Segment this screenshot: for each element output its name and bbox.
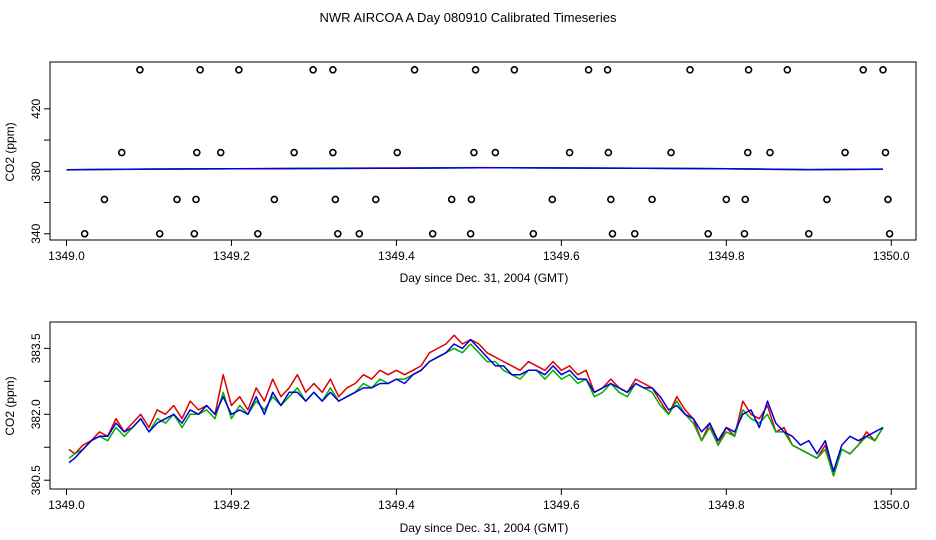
data-point (881, 148, 890, 157)
data-point (548, 195, 557, 204)
data-point (648, 195, 656, 204)
data-point (410, 66, 419, 74)
x-tick-label: 1349.2 (213, 498, 250, 512)
data-point (608, 229, 617, 238)
x-tick-label: 1349.6 (543, 498, 580, 512)
data-point (783, 66, 792, 74)
data-point (741, 195, 750, 204)
x-tick-label: 1349.0 (48, 249, 85, 263)
data-point (393, 148, 402, 157)
data-point (743, 148, 752, 157)
y-tick-label: 382.0 (29, 399, 43, 429)
x-tick-label: 1349.6 (543, 249, 580, 263)
top-y-axis-label: CO2 (ppm) (3, 122, 17, 181)
data-point (740, 229, 749, 238)
y-tick-label: 420 (29, 99, 43, 119)
x-tick-label: 1350.0 (873, 498, 910, 512)
x-tick-label: 1349.4 (378, 249, 415, 263)
data-point (766, 148, 774, 157)
data-point (270, 195, 279, 204)
series-line-red (68, 334, 884, 477)
data-point (467, 195, 476, 204)
top-axes: 1349.0 1349.2 1349.4 1349.6 1349.8 1350.0 340 3… (29, 99, 910, 263)
x-tick-label: 1349.8 (708, 498, 745, 512)
data-point (329, 66, 337, 74)
data-point (510, 66, 519, 74)
data-point (155, 229, 164, 238)
data-point (704, 229, 712, 238)
data-point (193, 148, 201, 157)
data-point (470, 148, 478, 157)
data-point (371, 195, 380, 204)
data-point (859, 66, 868, 74)
data-point (744, 66, 753, 74)
x-tick-label: 1349.0 (48, 498, 85, 512)
top-x-axis-label: Day since Dec. 31, 2004 (GMT) (400, 271, 569, 285)
data-point (491, 148, 500, 157)
top-plot-marks (66, 66, 894, 238)
top-panel: 1349.0 1349.2 1349.4 1349.6 1349.8 1350.0 340 3… (3, 61, 917, 285)
data-point (841, 148, 849, 157)
data-point (884, 195, 892, 204)
series-line-green (68, 343, 884, 477)
y-tick-label: 380 (29, 161, 43, 181)
x-tick-label: 1349.2 (213, 249, 250, 263)
data-point (216, 148, 225, 157)
y-tick-label: 380.5 (29, 465, 43, 495)
data-point (667, 148, 675, 157)
data-point (100, 195, 109, 204)
data-point (603, 66, 612, 74)
bottom-plot-frame (49, 321, 917, 490)
data-point (290, 148, 298, 157)
bottom-axes: 1349.0 1349.2 1349.4 1349.6 1349.8 1350.0 380.… (29, 333, 910, 512)
data-point (196, 66, 204, 74)
data-point (885, 229, 894, 238)
data-point (879, 66, 887, 74)
x-tick-label: 1349.8 (708, 249, 745, 263)
data-point (607, 195, 615, 204)
x-tick-label: 1350.0 (873, 249, 910, 263)
data-point (117, 148, 126, 157)
data-point (190, 229, 199, 238)
x-tick-label: 1349.4 (378, 498, 415, 512)
data-point (584, 66, 593, 74)
bottom-plot-marks (68, 334, 884, 477)
series-line-calibrated-blue (66, 166, 884, 171)
data-point (355, 229, 364, 238)
top-plot-frame (49, 61, 917, 241)
data-point (173, 195, 181, 204)
data-point (447, 195, 456, 204)
data-point (823, 195, 831, 204)
data-point (80, 229, 89, 238)
bottom-x-axis-label: Day since Dec. 31, 2004 (GMT) (400, 521, 569, 535)
data-point (630, 229, 639, 238)
bottom-y-axis-label: CO2 (ppm) (3, 376, 17, 435)
data-point (686, 66, 694, 74)
series-line-blue (68, 338, 884, 473)
data-point (254, 229, 262, 238)
y-tick-label: 340 (29, 223, 43, 243)
data-point (471, 66, 480, 74)
data-point (329, 148, 337, 157)
bottom-panel: 1349.0 1349.2 1349.4 1349.6 1349.8 1350.0 380.… (3, 321, 917, 535)
data-point (309, 66, 317, 74)
data-point (604, 148, 613, 157)
data-point (428, 229, 437, 238)
y-tick-label: 383.5 (29, 333, 43, 363)
data-point (722, 195, 731, 204)
data-point (466, 229, 475, 238)
data-point (565, 148, 574, 157)
data-point (192, 195, 200, 204)
data-point (804, 229, 813, 238)
data-point (235, 66, 243, 74)
data-point (331, 195, 340, 204)
data-point (136, 66, 144, 74)
data-point (529, 229, 538, 238)
data-point (334, 229, 342, 238)
figure-title: NWR AIRCOA A Day 080910 Calibrated Times… (320, 10, 617, 25)
